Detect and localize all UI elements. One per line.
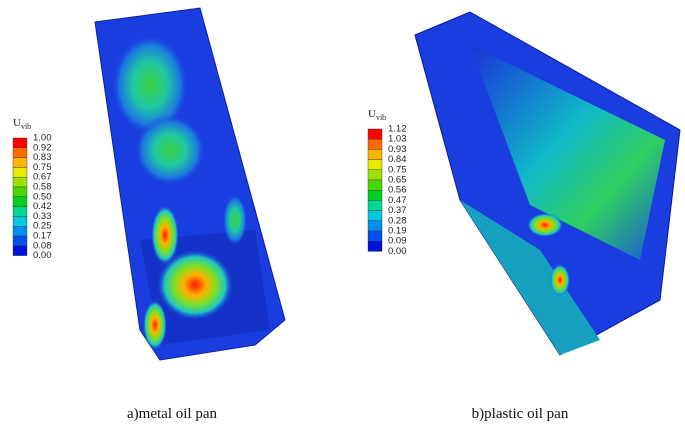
legend-label: 0.58 <box>33 182 52 193</box>
legend-swatch <box>367 159 383 171</box>
legend-label: 0.37 <box>388 205 407 216</box>
legend-label: 0.65 <box>388 175 407 186</box>
legend-label: 0.25 <box>33 221 52 232</box>
legend-label: 0.83 <box>33 152 52 163</box>
caption: a)metal oil pan <box>127 406 217 422</box>
legend-swatch <box>367 220 383 232</box>
legend-label: 0.67 <box>33 172 52 183</box>
legend-label: 1.00 <box>33 133 52 144</box>
legend-swatch <box>367 189 383 201</box>
legend-label: 0.19 <box>388 226 407 237</box>
legend-title-main: U <box>368 108 376 120</box>
legend-label: 0.42 <box>33 201 52 212</box>
legend-label: 0.50 <box>33 191 52 202</box>
legend-swatch <box>367 149 383 160</box>
legend-swatch <box>12 176 28 188</box>
legend-label: 0.33 <box>33 211 52 222</box>
legend-swatch <box>12 157 28 168</box>
legend-swatch <box>367 210 383 222</box>
legend-label: 0.84 <box>388 154 407 165</box>
legend-swatch <box>367 200 383 211</box>
legend-swatch <box>367 128 383 140</box>
legend-swatch <box>367 240 383 252</box>
legend-label: 0.93 <box>388 144 407 155</box>
legend-label: 1.03 <box>388 134 407 145</box>
legend-label: 0.75 <box>33 162 52 173</box>
legend-label: 0.47 <box>388 195 407 206</box>
legend-swatch <box>12 167 28 178</box>
legend-title-sub: vib <box>376 113 386 122</box>
legend-swatch <box>367 138 383 150</box>
legend-label: 0.56 <box>388 185 407 196</box>
legend-swatch <box>367 169 383 181</box>
legend-swatch <box>12 245 28 256</box>
legend-label: 0.00 <box>33 250 52 261</box>
legend-title-sub: vib <box>21 122 31 131</box>
legend-swatch <box>367 230 383 242</box>
legend-label: 0.00 <box>388 246 407 257</box>
legend-swatch <box>12 196 28 207</box>
legend-swatch <box>12 235 28 247</box>
legend-swatch <box>12 216 28 227</box>
legend-swatch <box>12 225 28 237</box>
legend-title-main: U <box>13 117 21 129</box>
legend-swatch <box>367 179 383 191</box>
legend-swatch <box>12 206 28 217</box>
legend-label: 0.28 <box>388 215 407 226</box>
legend-label: 0.75 <box>388 164 407 175</box>
legend-swatch <box>12 186 28 198</box>
legend-swatch <box>12 147 28 158</box>
plastic-pan-render <box>414 11 681 356</box>
legend-label: 1.12 <box>388 124 407 135</box>
caption: b)plastic oil pan <box>472 406 569 422</box>
legend-label: 0.09 <box>388 236 407 247</box>
legend-title: Uvib <box>13 117 31 131</box>
metal-pan-render <box>94 7 286 361</box>
legend-swatch <box>12 137 28 149</box>
legend-label: 0.92 <box>33 142 52 153</box>
legend-title: Uvib <box>368 108 386 122</box>
legend-label: 0.08 <box>33 240 52 251</box>
legend-label: 0.17 <box>33 231 52 242</box>
